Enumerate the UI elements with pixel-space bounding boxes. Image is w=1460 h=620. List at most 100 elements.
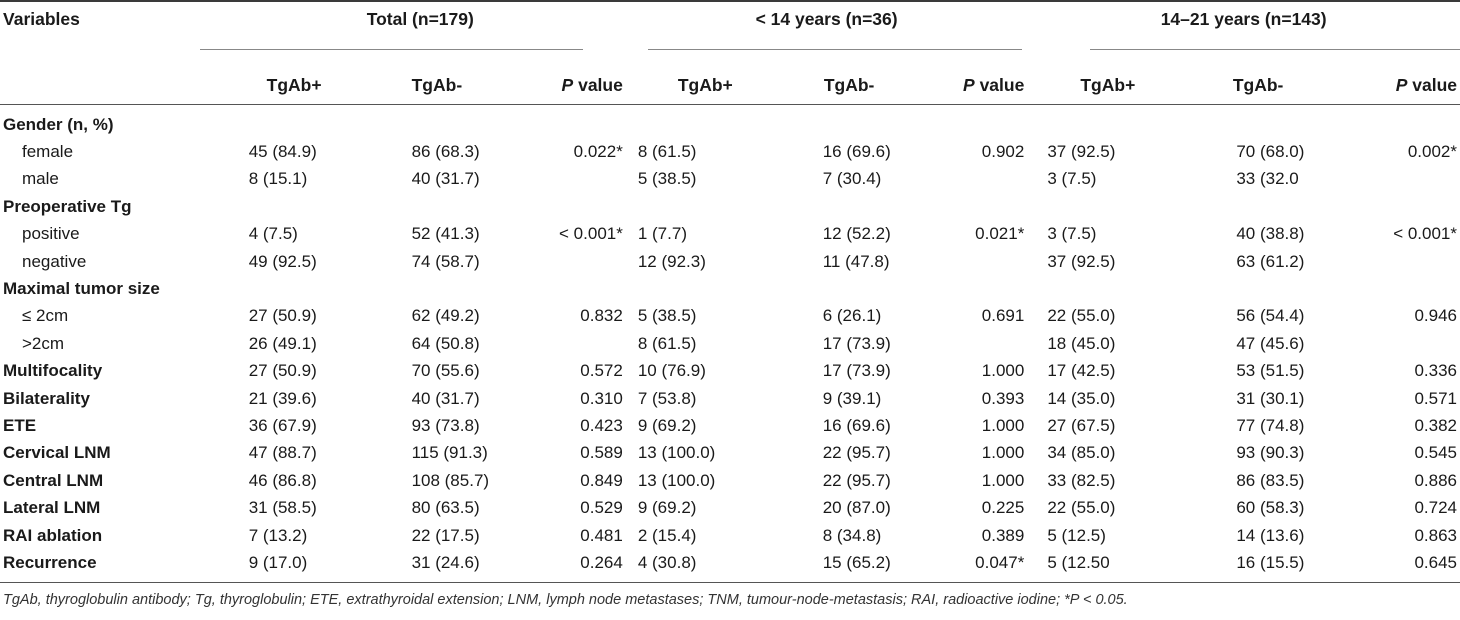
- a14-21-tgab-neg-cell: 47 (45.6): [1236, 333, 1305, 353]
- row-label: Lateral LNM: [3, 498, 101, 518]
- a14-21-p-value-cell: 0.545: [1414, 443, 1457, 463]
- a14-21-p-value-cell: [1328, 330, 1460, 357]
- group-rule-under14: [648, 49, 1022, 50]
- p-value-header: P value: [914, 59, 1028, 111]
- table-row: Bilaterality 21 (39.6) 40 (31.7) 0.310 7 (53…: [0, 385, 1460, 412]
- u14-p-value-cell: 0.389: [981, 525, 1025, 545]
- total-tgab-neg-cell: [374, 111, 501, 138]
- total-p-value-cell: 0.264: [580, 552, 623, 572]
- u14-tgab-pos-cell: [626, 111, 785, 138]
- a14-21-tgab-pos-cell: 22 (55.0): [1047, 306, 1116, 326]
- a14-21-tgab-neg-cell: [1188, 111, 1328, 138]
- u14-tgab-pos-cell: 7 (53.8): [637, 388, 697, 408]
- u14-tgab-pos-cell: 13 (100.0): [637, 470, 716, 490]
- u14-tgab-pos-cell: 12 (92.3): [637, 251, 706, 271]
- a14-21-tgab-neg-cell: [1188, 275, 1328, 302]
- table-row: female 45 (84.9) 86 (68.3) 0.022* 8 (61.5) 16…: [0, 138, 1460, 165]
- a14-21-tgab-pos-cell: 3 (7.5): [1047, 169, 1097, 189]
- u14-tgab-pos-cell: 4 (30.8): [637, 552, 697, 572]
- u14-p-value-cell: 1.000: [981, 415, 1025, 435]
- total-tgab-neg-cell: 31 (24.6): [411, 552, 480, 572]
- p-value-header: P value: [500, 59, 626, 111]
- p-italic: P: [963, 74, 975, 95]
- row-label: RAI ablation: [3, 525, 103, 545]
- row-label: positive: [22, 224, 80, 244]
- table-row: Lateral LNM 31 (58.5) 80 (63.5) 0.529 9 (69.…: [0, 494, 1460, 521]
- a14-21-tgab-pos-cell: 18 (45.0): [1047, 333, 1116, 353]
- total-tgab-pos-cell: 31 (58.5): [248, 498, 317, 518]
- row-label: ≤ 2cm: [22, 306, 69, 326]
- total-tgab-pos-cell: 21 (39.6): [248, 388, 317, 408]
- a14-21-tgab-neg-cell: 16 (15.5): [1236, 552, 1305, 572]
- total-p-value-cell: [500, 275, 626, 302]
- total-tgab-neg-cell: 64 (50.8): [411, 333, 480, 353]
- tgab-neg-header: TgAb-: [411, 74, 463, 95]
- total-tgab-pos-cell: 46 (86.8): [248, 470, 317, 490]
- a14-21-tgab-neg-cell: 77 (74.8): [1236, 415, 1305, 435]
- tgab-pos-header: TgAb+: [1080, 74, 1136, 95]
- total-p-value-cell: [500, 248, 626, 275]
- total-p-value-cell: [500, 166, 626, 193]
- u14-p-value-cell: 0.691: [981, 306, 1025, 326]
- total-p-value-cell: 0.310: [580, 388, 623, 408]
- total-p-value-cell: 0.022*: [573, 142, 623, 162]
- u14-tgab-pos-cell: 10 (76.9): [637, 361, 706, 381]
- u14-tgab-neg-cell: [785, 111, 914, 138]
- u14-tgab-pos-cell: 5 (38.5): [637, 306, 697, 326]
- table-row: positive 4 (7.5) 52 (41.3) < 0.001* 1 (7.7) 1…: [0, 221, 1460, 248]
- table-row: >2cm 26 (49.1) 64 (50.8) 8 (61.5) 17 (73.9) 1…: [0, 330, 1460, 357]
- u14-tgab-pos-cell: 8 (61.5): [637, 142, 697, 162]
- u14-tgab-neg-cell: 8 (34.8): [822, 525, 882, 545]
- total-tgab-pos-cell: 26 (49.1): [248, 333, 317, 353]
- a14-21-tgab-pos-cell: 27 (67.5): [1047, 415, 1116, 435]
- u14-p-value-cell: [914, 330, 1028, 357]
- total-tgab-pos-cell: 36 (67.9): [248, 415, 317, 435]
- u14-tgab-pos-cell: 5 (38.5): [637, 169, 697, 189]
- total-tgab-neg-cell: 115 (91.3): [411, 443, 488, 463]
- a14-21-p-value-cell: [1328, 275, 1460, 302]
- a14-21-tgab-pos-cell: 3 (7.5): [1047, 224, 1097, 244]
- total-p-value-cell: 0.423: [580, 415, 623, 435]
- a14-21-p-value-cell: 0.863: [1414, 525, 1457, 545]
- group-header-14-21: 14–21 years (n=143): [1160, 9, 1327, 29]
- a14-21-p-value-cell: 0.571: [1414, 388, 1457, 408]
- table-row: Recurrence 9 (17.0) 31 (24.6) 0.264 4 (30.8)…: [0, 549, 1460, 576]
- table-row: Maximal tumor size: [0, 275, 1460, 302]
- table-row: Cervical LNM 47 (88.7) 115 (91.3) 0.589 13 (…: [0, 440, 1460, 467]
- table-row: ≤ 2cm 27 (50.9) 62 (49.2) 0.832 5 (38.5) 6 (2…: [0, 303, 1460, 330]
- u14-tgab-neg-cell: 22 (95.7): [822, 470, 891, 490]
- total-tgab-pos-cell: 4 (7.5): [248, 224, 298, 244]
- u14-p-value-cell: [914, 275, 1028, 302]
- a14-21-p-value-cell: [1328, 193, 1460, 220]
- u14-p-value-cell: 0.902: [981, 142, 1025, 162]
- row-label: ETE: [3, 415, 37, 435]
- row-label: Maximal tumor size: [3, 279, 160, 299]
- u14-tgab-neg-cell: 20 (87.0): [822, 498, 891, 518]
- u14-tgab-pos-cell: 2 (15.4): [637, 525, 697, 545]
- a14-21-tgab-neg-cell: 14 (13.6): [1236, 525, 1305, 545]
- total-tgab-pos-cell: 27 (50.9): [248, 306, 317, 326]
- u14-tgab-pos-cell: 13 (100.0): [637, 443, 716, 463]
- a14-21-tgab-pos-cell: 14 (35.0): [1047, 388, 1116, 408]
- u14-tgab-neg-cell: 17 (73.9): [822, 361, 891, 381]
- row-label: female: [22, 142, 74, 162]
- table-bottom-rule: [0, 582, 1460, 583]
- a14-21-tgab-neg-cell: 93 (90.3): [1236, 443, 1305, 463]
- row-label: negative: [22, 251, 87, 271]
- u14-p-value-cell: 1.000: [981, 361, 1025, 381]
- total-tgab-neg-cell: 74 (58.7): [411, 251, 480, 271]
- p-italic: P: [1395, 74, 1408, 95]
- u14-tgab-neg-cell: 7 (30.4): [822, 169, 882, 189]
- a14-21-p-value-cell: 0.946: [1414, 306, 1457, 326]
- total-tgab-neg-cell: 22 (17.5): [411, 525, 480, 545]
- total-tgab-pos-cell: 7 (13.2): [248, 525, 308, 545]
- a14-21-p-value-cell: [1328, 248, 1460, 275]
- total-p-value-cell: 0.481: [580, 525, 623, 545]
- total-tgab-neg-cell: 62 (49.2): [411, 306, 480, 326]
- u14-tgab-pos-cell: 9 (69.2): [637, 415, 697, 435]
- table-row: Multifocality 27 (50.9) 70 (55.6) 0.572 10 (…: [0, 358, 1460, 385]
- a14-21-tgab-pos-cell: [1027, 193, 1188, 220]
- tgab-neg-header: TgAb-: [823, 74, 875, 95]
- total-p-value-cell: 0.832: [580, 306, 623, 326]
